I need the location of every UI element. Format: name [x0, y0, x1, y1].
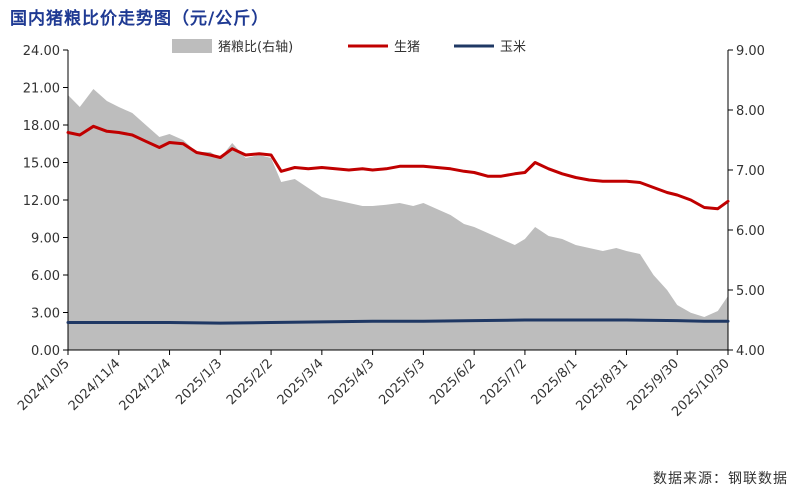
x-tick-label: 2025/7/2 [478, 356, 530, 408]
series-area-0 [68, 89, 728, 350]
x-tick-label: 2025/8/1 [529, 356, 581, 408]
y-left-tick-label: 3.00 [31, 307, 60, 322]
y-left-tick-label: 18.00 [23, 119, 60, 134]
y-left-tick-label: 6.00 [31, 269, 60, 284]
y-left-tick-label: 12.00 [23, 194, 60, 209]
x-tick-label: 2025/5/3 [376, 356, 428, 408]
y-right-tick-label: 7.00 [736, 164, 765, 179]
x-tick-label: 2025/2/2 [224, 356, 276, 408]
legend-label-0: 猪粮比(右轴) [218, 40, 293, 55]
line-layer [66, 124, 730, 325]
legend-label-1: 生猪 [394, 40, 420, 55]
series-line-2 [66, 318, 730, 325]
y-right-tick-label: 9.00 [736, 44, 765, 59]
x-tick-label: 2024/11/4 [66, 356, 124, 414]
y-left-tick-label: 0.00 [31, 344, 60, 359]
x-tick-label: 2025/8/31 [574, 356, 632, 414]
x-tick-label: 2025/4/3 [326, 356, 378, 408]
y-right-tick-label: 6.00 [736, 224, 765, 239]
legend-label-2: 玉米 [500, 40, 526, 55]
legend: 猪粮比(右轴) 生猪 玉米 [172, 39, 526, 55]
y-right-tick-label: 4.00 [736, 344, 765, 359]
legend-swatch-0 [172, 39, 212, 53]
y-left-tick-label: 24.00 [23, 44, 60, 59]
source-note: 数据来源：钢联数据 [653, 471, 788, 487]
y-right-tick-label: 8.00 [736, 104, 765, 119]
x-tick-label: 2024/10/5 [15, 356, 73, 414]
x-tick-label: 2025/3/4 [275, 356, 327, 408]
y-right-tick-label: 5.00 [736, 284, 765, 299]
y-left-tick-label: 9.00 [31, 232, 60, 247]
chart-title: 国内猪粮比价走势图（元/公斤） [10, 9, 270, 29]
x-tick-label: 2025/6/2 [427, 356, 479, 408]
y-left-tick-label: 21.00 [23, 82, 60, 97]
x-tick-label: 2025/1/3 [173, 356, 225, 408]
series-line-1 [66, 124, 730, 211]
x-tick-label: 2024/12/4 [117, 356, 175, 414]
y-left-tick-label: 15.00 [23, 157, 60, 172]
area-layer [68, 89, 728, 350]
